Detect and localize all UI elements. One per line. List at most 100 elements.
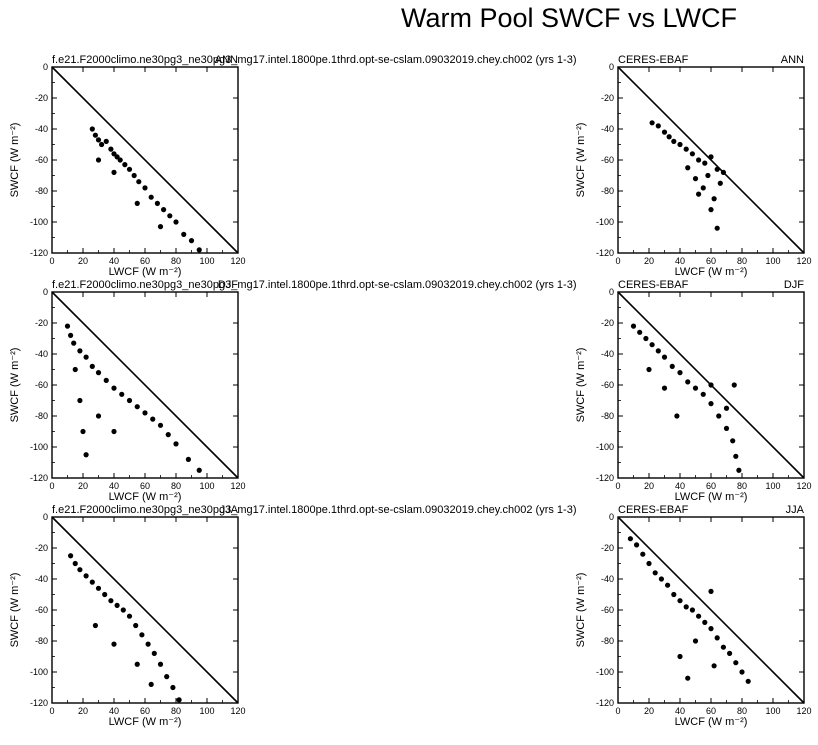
- y-axis-label: SWCF (W m⁻²): [9, 123, 21, 198]
- panel-group: 0 20 40 60 80 100 120 0 -20 -40 -60 -80 -100 -120 f.e2…: [9, 54, 812, 728]
- data-point: [665, 582, 671, 588]
- data-point: [108, 146, 114, 152]
- y-tick-label: 0: [609, 512, 614, 522]
- y-tick-label: -100: [596, 667, 614, 677]
- data-point: [658, 576, 665, 582]
- y-tick-label: -40: [35, 124, 48, 134]
- y-tick-label: -80: [35, 186, 48, 196]
- x-tick-label: 20: [78, 706, 88, 716]
- data-point: [649, 342, 655, 348]
- data-point: [723, 405, 730, 411]
- data-point: [111, 428, 117, 435]
- panel-model-jja: 0 20 40 60 80 100 120 0 -20 -40 -60 -80 -100 -120 f.e2…: [9, 504, 576, 728]
- x-axis-label: LWCF (W m⁻²): [109, 716, 182, 728]
- data-point: [692, 176, 699, 182]
- data-point: [646, 366, 652, 373]
- y-tick-label: -20: [35, 318, 48, 328]
- y-axis-label: SWCF (W m⁻²): [9, 348, 21, 423]
- data-point: [714, 635, 720, 641]
- data-point: [717, 180, 723, 186]
- x-tick-label: 60: [140, 481, 150, 491]
- season-label: DJF: [218, 279, 238, 291]
- data-point: [77, 348, 83, 354]
- data-point: [643, 335, 649, 342]
- model-case-label: f.e21.F2000climo.ne30pg3_ne30pg3_mg17.in…: [52, 279, 576, 291]
- x-tick-label: 0: [615, 256, 620, 266]
- data-point: [122, 162, 128, 168]
- data-point: [720, 169, 727, 175]
- data-point: [151, 650, 157, 657]
- x-tick-label: 20: [644, 256, 654, 266]
- data-point: [696, 191, 702, 197]
- y-axis-label: SWCF (W m⁻²): [9, 573, 21, 648]
- x-axis-label: LWCF (W m⁻²): [675, 491, 748, 503]
- reference-line: [617, 66, 805, 254]
- data-point: [111, 169, 117, 175]
- x-tick-label: 60: [706, 256, 716, 266]
- data-point: [627, 536, 634, 542]
- data-point: [689, 151, 696, 157]
- data-point: [716, 413, 722, 419]
- x-tick-label: 120: [796, 481, 811, 491]
- data-point: [68, 553, 74, 559]
- x-tick-label: 40: [109, 256, 119, 266]
- data-point: [181, 231, 187, 237]
- data-point: [157, 224, 164, 230]
- x-tick-label: 120: [230, 706, 245, 716]
- data-point: [705, 172, 711, 179]
- data-point: [170, 684, 176, 691]
- obs-source-label: CERES-EBAF: [618, 504, 689, 516]
- season-label: JJA: [786, 504, 805, 516]
- data-point: [196, 247, 202, 253]
- data-point: [188, 238, 195, 244]
- data-point: [95, 585, 102, 591]
- y-tick-label: 0: [609, 287, 614, 297]
- y-tick-label: -20: [601, 543, 614, 553]
- y-tick-label: -60: [35, 155, 48, 165]
- y-tick-label: -20: [35, 543, 48, 553]
- x-tick-label: 60: [706, 706, 716, 716]
- data-point: [165, 432, 171, 438]
- y-tick-label: -20: [601, 93, 614, 103]
- x-tick-label: 100: [199, 481, 214, 491]
- y-tick-label: 0: [609, 62, 614, 72]
- panel-model-djf: 0 20 40 60 80 100 120 0 -20 -40 -60 -80 -100 -120 f.e2…: [9, 279, 576, 503]
- x-tick-label: 120: [230, 481, 245, 491]
- y-tick-label: -60: [601, 605, 614, 615]
- reference-line: [51, 66, 239, 254]
- data-point: [133, 622, 139, 629]
- data-point: [711, 663, 717, 669]
- y-tick-label: -40: [601, 349, 614, 359]
- data-point: [134, 200, 140, 206]
- data-point: [637, 329, 643, 335]
- x-tick-label: 20: [644, 481, 654, 491]
- data-point: [727, 650, 733, 657]
- data-point: [68, 332, 74, 338]
- y-tick-label: -120: [596, 473, 614, 483]
- x-tick-label: 80: [737, 706, 747, 716]
- data-point: [630, 323, 637, 329]
- season-label: ANN: [215, 54, 238, 66]
- data-point: [702, 619, 708, 626]
- data-point: [669, 363, 675, 369]
- data-point: [730, 438, 736, 444]
- y-tick-label: -100: [30, 667, 48, 677]
- data-point: [661, 129, 668, 135]
- y-tick-label: -40: [601, 124, 614, 134]
- y-tick-label: -80: [35, 411, 48, 421]
- reference-line: [51, 516, 239, 704]
- data-point: [655, 123, 661, 129]
- data-point: [72, 560, 78, 567]
- model-case-label: f.e21.F2000climo.ne30pg3_ne30pg3_mg17.in…: [52, 54, 576, 66]
- data-point: [708, 626, 714, 632]
- x-tick-label: 80: [737, 481, 747, 491]
- y-tick-label: -40: [35, 349, 48, 359]
- x-tick-label: 100: [199, 256, 214, 266]
- data-point: [661, 354, 668, 360]
- y-tick-label: 0: [43, 512, 48, 522]
- data-point: [92, 132, 98, 138]
- data-point: [708, 588, 714, 595]
- y-axis-label: SWCF (W m⁻²): [575, 573, 587, 648]
- y-tick-label: -40: [601, 574, 614, 584]
